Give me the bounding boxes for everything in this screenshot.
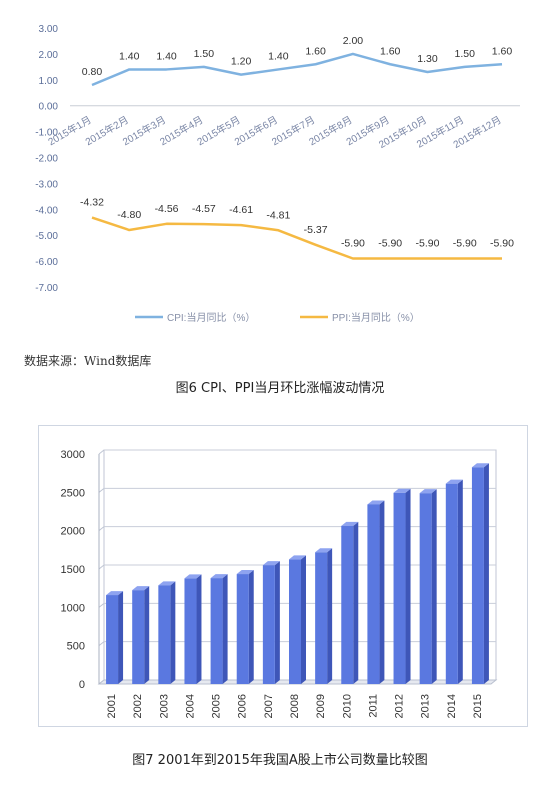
bar: [262, 561, 280, 684]
gridline-depth: [98, 602, 105, 608]
legend-label: PPI:当月同比（%）: [332, 311, 420, 324]
data-label: 1.60: [492, 45, 513, 57]
data-label: -5.37: [304, 224, 328, 236]
gridline-depth: [98, 526, 105, 532]
gridline-depth: [98, 641, 105, 647]
figure-6-caption: 图6 CPI、PPI当月环比涨幅波动情况: [175, 381, 385, 396]
data-label: -5.90: [341, 238, 365, 250]
x-tick-label: 2014: [446, 694, 458, 718]
bar: [393, 488, 411, 684]
data-label: -5.90: [453, 238, 477, 250]
x-tick-label: 2002: [132, 694, 144, 718]
y-tick-label: -5.00: [35, 231, 58, 242]
y-tick-label: -6.00: [35, 257, 58, 268]
y-tick-label: -3.00: [35, 179, 58, 190]
data-label: 1.40: [119, 50, 140, 62]
data-label: 1.40: [156, 50, 177, 62]
data-label: 1.50: [455, 48, 476, 60]
x-tick-label: 2013: [420, 694, 432, 718]
y-tick-label: 2.00: [39, 50, 59, 61]
cpi-ppi-line-chart: 3.00 2.00 1.00 0.00 -1.00 -2.00 -3.00 -4.00 -5.0…: [35, 24, 520, 324]
data-label: 2.00: [343, 35, 364, 47]
x-tick-label: 2009: [315, 694, 327, 718]
data-label: 0.80: [82, 66, 103, 78]
legend-label: CPI:当月同比（%）: [167, 311, 255, 324]
bar: [158, 581, 176, 684]
x-tick-label: 2011: [367, 694, 379, 718]
y-tick-label: 1500: [61, 564, 85, 576]
y-tick-label: 500: [67, 641, 85, 653]
data-label: -4.81: [266, 209, 290, 221]
data-label: -5.90: [378, 238, 402, 250]
y-tick-label: 1.00: [39, 76, 59, 87]
x-tick-label: 2015: [472, 694, 484, 718]
series-line-cpi: [91, 52, 503, 87]
bar: [289, 555, 306, 684]
data-label: -4.56: [155, 203, 179, 215]
x-tick-label: 2005: [211, 694, 223, 718]
listed-companies-chart-frame: 3000 2500 2000 1500 1000 500 0 2001 2002 2003 2004…: [38, 425, 528, 727]
y-tick-label: 0: [79, 679, 85, 691]
data-label: -4.61: [229, 204, 253, 216]
data-label: -4.32: [80, 197, 104, 209]
y-tick-label: -1.00: [35, 128, 58, 139]
bar: [132, 586, 150, 684]
bar: [341, 521, 359, 684]
y-tick-label: -7.00: [35, 283, 58, 294]
bar: [236, 570, 254, 684]
data-label: 1.20: [231, 56, 252, 68]
data-label: -5.90: [415, 238, 439, 250]
x-tick-label: 2003: [158, 694, 170, 718]
bar: [184, 574, 202, 684]
listed-companies-bar-chart: 3000 2500 2000 1500 1000 500 0 2001 2002 2003 2004…: [61, 449, 498, 718]
bar: [445, 479, 463, 684]
bar: [210, 574, 228, 684]
x-tick-label: 2010: [341, 694, 353, 718]
y-tick-label: 2500: [61, 487, 85, 499]
data-label: 1.30: [417, 53, 438, 65]
figure-7-caption: 图7 2001年到2015年我国A股上市公司数量比较图: [132, 753, 428, 768]
series-line-ppi: [91, 216, 502, 260]
bar: [315, 548, 333, 684]
bar: [106, 591, 124, 684]
gridline-depth: [98, 487, 105, 493]
data-label: -5.90: [490, 238, 514, 250]
data-label: 1.60: [380, 45, 401, 57]
y-tick-label: 3000: [61, 449, 85, 461]
data-label: 1.60: [305, 45, 326, 57]
y-tick-label: -2.00: [35, 154, 58, 165]
x-tick-label: 2012: [394, 694, 406, 718]
data-label: -4.57: [192, 203, 216, 215]
bar: [367, 500, 385, 684]
x-tick-label: 2007: [263, 694, 275, 718]
bar: [471, 463, 489, 684]
data-label: -4.80: [117, 209, 141, 221]
gridline-depth: [98, 564, 105, 570]
bar: [419, 489, 437, 684]
data-label: 1.50: [194, 48, 215, 60]
y-tick-label: -4.00: [35, 205, 58, 216]
x-tick-label: 2004: [184, 694, 196, 718]
x-tick-label: 2006: [237, 694, 249, 718]
y-tick-label: 3.00: [39, 24, 59, 35]
data-source-note: 数据来源：Wind数据库: [24, 354, 152, 368]
gridline-depth: [98, 449, 105, 455]
x-tick-label: 2001: [106, 694, 118, 718]
y-tick-label: 2000: [61, 526, 85, 538]
y-tick-label: 1000: [61, 602, 85, 614]
x-tick-label: 2008: [289, 694, 301, 718]
y-tick-label: 0.00: [39, 102, 59, 113]
data-label: 1.40: [268, 50, 289, 62]
